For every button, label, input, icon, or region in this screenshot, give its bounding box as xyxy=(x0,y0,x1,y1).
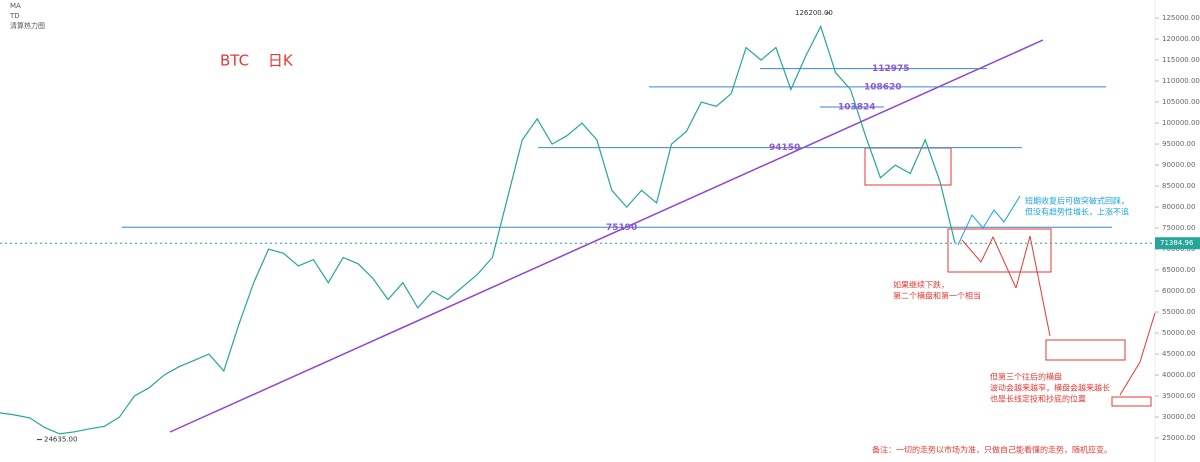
range-box xyxy=(1111,396,1152,407)
y-tick-label: 55000.00 xyxy=(1162,308,1195,316)
y-tick-label: 50000.00 xyxy=(1162,329,1195,337)
drawings xyxy=(864,147,1156,407)
drawings-blue xyxy=(957,195,1021,246)
y-tick-label: 125000.00 xyxy=(1162,14,1200,22)
y-tick-label: 80000.00 xyxy=(1162,203,1195,211)
indicator-label: 清算热力图 xyxy=(10,21,45,30)
annotation: 如果继续下跌， xyxy=(893,280,949,290)
y-tick-label: 115000.00 xyxy=(1162,56,1200,64)
range-box xyxy=(947,228,1052,273)
y-tick-label: 35000.00 xyxy=(1162,392,1195,400)
chart-title: BTC 日K xyxy=(220,52,294,70)
y-tick-label: 25000.00 xyxy=(1162,434,1195,442)
y-tick-label: 30000.00 xyxy=(1162,413,1195,421)
price-line xyxy=(0,24,956,435)
indicator-label: MA xyxy=(10,2,21,10)
y-tick-label: 40000.00 xyxy=(1162,371,1195,379)
y-tick-label: 75000.00 xyxy=(1162,224,1195,232)
last-price-label: 71384.96 xyxy=(1160,239,1194,247)
level-label: 112975 xyxy=(872,64,910,74)
level-label: 75190 xyxy=(606,223,637,233)
y-tick-label: 110000.00 xyxy=(1162,77,1200,85)
annotation-note: 备注：一切的走势以市场为准，只做自己能看懂的走势，随机应变。 xyxy=(872,445,1112,455)
last-price-tag xyxy=(1155,237,1200,250)
path-arrow xyxy=(961,235,1017,289)
high-label: 126200.00 xyxy=(795,9,833,17)
y-tick-label: 90000.00 xyxy=(1162,161,1195,169)
annotation: 但第三个往后的横盘 xyxy=(990,372,1062,382)
path-arrow xyxy=(957,195,1021,246)
y-tick-label: 100000.00 xyxy=(1162,119,1200,127)
trend-line xyxy=(169,39,1044,433)
y-tick-label: 95000.00 xyxy=(1162,140,1195,148)
y-tick-label: 65000.00 xyxy=(1162,266,1195,274)
level-label: 108620 xyxy=(864,82,902,92)
y-tick-label: 85000.00 xyxy=(1162,182,1195,190)
annotation: 第二个横盘和第一个相当 xyxy=(893,291,981,301)
y-tick-label: 120000.00 xyxy=(1162,35,1200,43)
annotation: 波动会越来越窄，横盘会越来越长 xyxy=(990,383,1110,393)
y-tick-label: 60000.00 xyxy=(1162,287,1195,295)
indicator-label: TD xyxy=(9,12,20,20)
path-arrow xyxy=(1015,235,1051,337)
annotation: 也是长线定投和抄底的位置 xyxy=(990,394,1086,404)
y-tick-label: 105000.00 xyxy=(1162,98,1200,106)
low-label: 24635.00 xyxy=(44,436,77,444)
path-arrow xyxy=(1119,312,1156,396)
level-label: 94150 xyxy=(769,143,800,153)
annotation: 短期收复后可做突破式回踩， xyxy=(1025,196,1129,206)
annotation: 但没有趋势性增长，上涨不追 xyxy=(1025,207,1129,217)
range-box xyxy=(1045,339,1126,361)
y-tick-label: 45000.00 xyxy=(1162,350,1195,358)
